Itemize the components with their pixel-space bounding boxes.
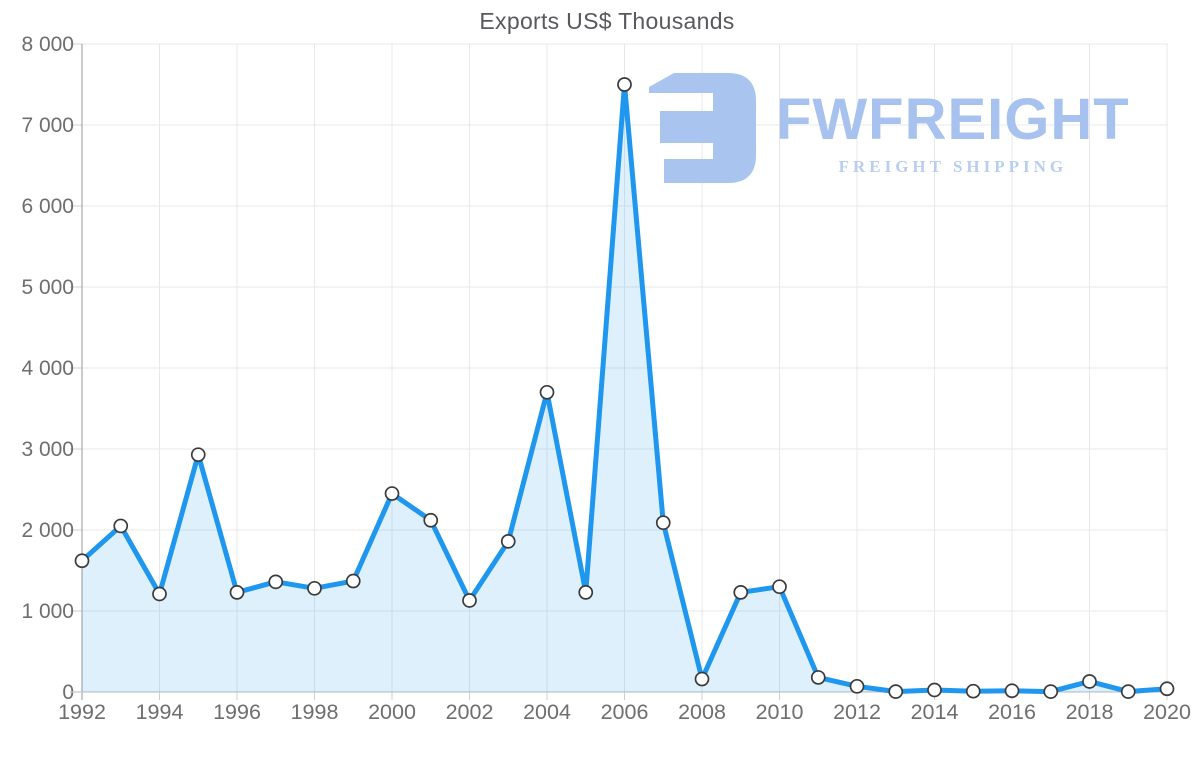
y-tick-label: 8 000 (21, 33, 74, 56)
data-point-1994[interactable] (152, 586, 167, 602)
data-point-2016[interactable] (1004, 683, 1020, 699)
data-point-2007[interactable] (655, 515, 671, 531)
data-point-2003[interactable] (500, 533, 516, 549)
data-point-2017[interactable] (1043, 684, 1059, 699)
data-point-1995[interactable] (190, 447, 206, 463)
series-area (82, 84, 1167, 692)
data-point-2012[interactable] (849, 678, 865, 694)
data-point-2004[interactable] (539, 384, 555, 400)
data-point-2005[interactable] (578, 585, 594, 600)
data-point-2013[interactable] (888, 684, 904, 699)
data-point-1992[interactable] (74, 553, 90, 569)
data-point-2019[interactable] (1120, 684, 1136, 699)
y-tick-label: 5 000 (21, 276, 74, 299)
x-tick-label: 2014 (911, 700, 959, 724)
x-tick-label: 2002 (446, 700, 494, 724)
data-point-2002[interactable] (462, 593, 477, 608)
data-point-1996[interactable] (229, 585, 245, 600)
x-tick-label: 2016 (988, 700, 1036, 724)
y-tick-label: 7 000 (21, 114, 74, 137)
y-tick-label: 6 000 (21, 195, 74, 218)
data-point-2014[interactable] (927, 682, 942, 698)
data-point-2010[interactable] (772, 579, 787, 595)
data-point-1998[interactable] (307, 580, 322, 596)
x-tick-label: 2004 (523, 700, 571, 724)
x-tick-label: 2008 (678, 700, 726, 724)
x-tick-label: 2010 (756, 700, 804, 724)
data-point-2009[interactable] (733, 585, 749, 600)
x-tick-label: 1994 (136, 700, 184, 724)
y-tick-label: 3 000 (21, 438, 74, 461)
data-point-1999[interactable] (345, 573, 361, 589)
y-tick-label: 2 000 (21, 519, 74, 542)
y-tick-label: 4 000 (21, 357, 74, 380)
y-tick-label: 1 000 (21, 600, 74, 623)
data-point-1997[interactable] (268, 574, 284, 590)
x-tick-label: 1996 (213, 700, 261, 724)
x-tick-label: 2012 (833, 700, 881, 724)
x-tick-label: 2020 (1143, 700, 1191, 724)
data-point-2020[interactable] (1159, 681, 1175, 697)
chart-title: Exports US$ Thousands (479, 8, 735, 34)
data-point-1993[interactable] (113, 518, 129, 534)
data-point-2011[interactable] (810, 670, 826, 685)
data-point-2008[interactable] (694, 671, 710, 687)
data-point-2000[interactable] (384, 486, 400, 501)
data-point-2018[interactable] (1082, 674, 1097, 689)
x-tick-label: 2000 (368, 700, 416, 724)
data-point-2001[interactable] (423, 512, 439, 528)
x-tick-label: 2006 (601, 700, 649, 724)
x-tick-label: 1992 (58, 700, 106, 724)
data-point-2006[interactable] (617, 77, 632, 92)
x-tick-label: 2018 (1066, 700, 1114, 724)
y-tick-label: 0 (62, 681, 74, 704)
x-tick-label: 1998 (291, 700, 339, 724)
data-point-2015[interactable] (965, 683, 981, 699)
